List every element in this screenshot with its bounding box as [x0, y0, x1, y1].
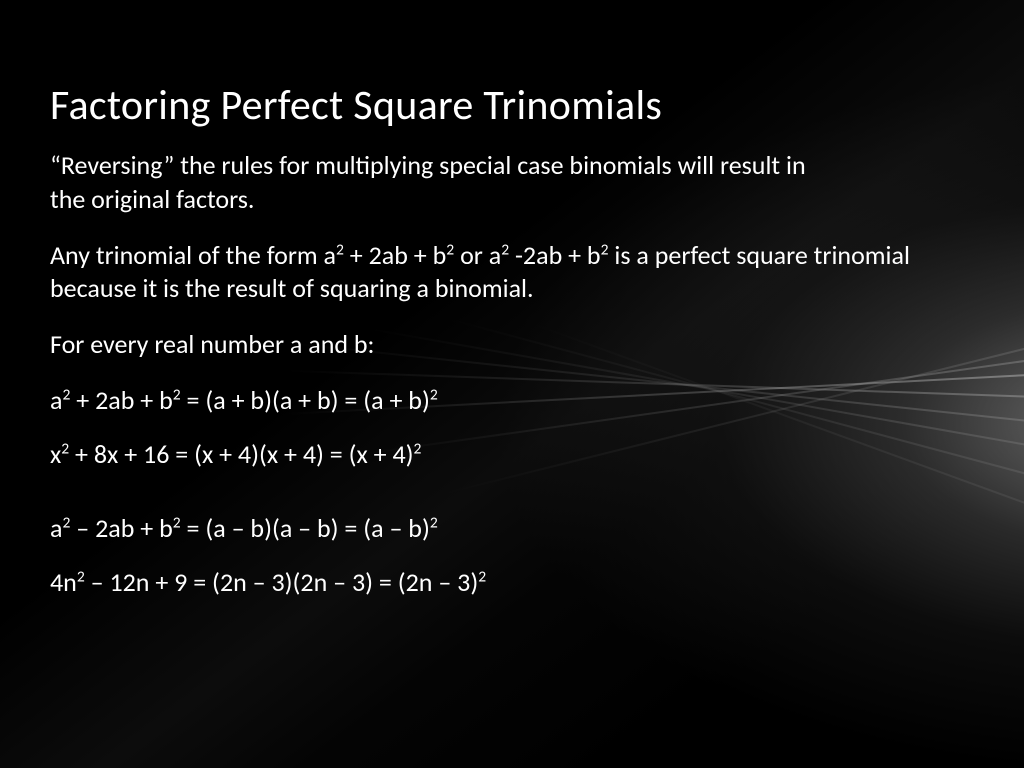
intro-paragraph-1: “Reversing” the rules for multiplying sp… — [50, 149, 810, 217]
text-fragment: -2ab + b — [509, 239, 601, 271]
text-fragment: + 2ab + b — [344, 239, 446, 271]
superscript: 2 — [430, 513, 438, 532]
text-fragment: a — [50, 512, 62, 544]
equation-2: x2 + 8x + 16 = (x + 4)(x + 4) = (x + 4)2 — [50, 438, 974, 470]
superscript: 2 — [414, 439, 422, 458]
superscript: 2 — [501, 240, 509, 259]
text-fragment: a — [50, 384, 62, 416]
superscript: 2 — [61, 439, 69, 458]
equation-4: 4n2 – 12n + 9 = (2n – 3)(2n – 3) = (2n –… — [50, 566, 974, 598]
superscript: 2 — [601, 240, 609, 259]
text-fragment: + 8x + 16 = (x + 4)(x + 4) = (x + 4) — [69, 438, 413, 470]
intro-paragraph-3: For every real number a and b: — [50, 328, 810, 362]
superscript: 2 — [446, 240, 454, 259]
text-fragment: – 12n + 9 = (2n – 3)(2n – 3) = (2n – 3) — [85, 566, 478, 598]
superscript: 2 — [478, 567, 486, 586]
superscript: 2 — [77, 567, 85, 586]
equation-3: a2 – 2ab + b2 = (a – b)(a – b) = (a – b)… — [50, 512, 974, 544]
superscript: 2 — [173, 513, 181, 532]
superscript: 2 — [430, 385, 438, 404]
slide-content: Factoring Perfect Square Trinomials “Rev… — [0, 0, 1024, 660]
slide-title: Factoring Perfect Square Trinomials — [50, 80, 974, 131]
text-fragment: or a — [454, 239, 501, 271]
text-fragment: + 2ab + b — [70, 384, 172, 416]
text-fragment: = (a – b)(a – b) = (a – b) — [181, 512, 430, 544]
text-fragment: – 2ab + b — [70, 512, 172, 544]
text-fragment: = (a + b)(a + b) = (a + b) — [181, 384, 430, 416]
text-fragment: 4n — [50, 566, 77, 598]
superscript: 2 — [173, 385, 181, 404]
intro-paragraph-2: Any trinomial of the form a2 + 2ab + b2 … — [50, 239, 930, 307]
spacer — [50, 492, 974, 512]
equation-1: a2 + 2ab + b2 = (a + b)(a + b) = (a + b)… — [50, 384, 974, 416]
text-fragment: Any trinomial of the form a — [50, 239, 336, 271]
text-fragment: x — [50, 438, 61, 470]
superscript: 2 — [336, 240, 344, 259]
